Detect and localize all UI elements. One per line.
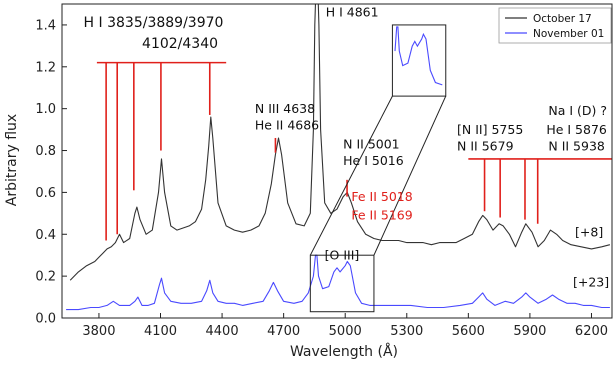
x-tick-label: 5300: [390, 324, 423, 339]
zoom-connector: [373, 95, 447, 256]
annotation-label: N III 4638: [255, 101, 315, 116]
zoom-inset: [309, 24, 447, 313]
x-tick-label: 6200: [575, 324, 608, 339]
y-tick-label: 1.0: [35, 102, 56, 117]
annotation-label: He I 5876: [546, 122, 607, 137]
x-tick-label: 4400: [206, 324, 239, 339]
legend-label-october: October 17: [533, 13, 592, 25]
annotation-label: H I 4861: [326, 5, 379, 20]
annotations: H I 3835/3889/3970 4102/4340 H I 4861 N III…: [84, 5, 610, 290]
plot-frame: [61, 3, 613, 319]
series-line-1: [66, 254, 610, 311]
x-tick-label: 5900: [513, 324, 546, 339]
annotation-label: [O III]: [325, 247, 360, 262]
annotation-label: [+23]: [573, 275, 609, 290]
annotation-label: H I 3835/3889/3970: [84, 15, 224, 31]
y-tick-label: 0.0: [35, 312, 56, 327]
annotation-label: Fe II 5018: [351, 189, 412, 204]
y-tick-label: 0.6: [35, 186, 56, 201]
x-tick-label: 4100: [144, 324, 177, 339]
annotation-label: N II 5679: [457, 139, 514, 154]
y-tick-label: 1.4: [35, 18, 56, 33]
x-tick-label: 5000: [329, 324, 362, 339]
y-tick-label: 1.2: [35, 60, 56, 75]
y-tick-label: 0.2: [35, 270, 56, 285]
annotation-label: He II 4686: [255, 118, 319, 133]
y-axis-ticks: 0.0 0.2 0.4 0.6 0.8 1.0 1.2 1.4: [35, 18, 67, 327]
annotation-label: [N II] 5755: [457, 122, 523, 137]
annotation-label: Na I (D) ?: [548, 103, 607, 118]
x-axis-label: Wavelength (Å): [290, 343, 398, 360]
inset-series-line: [394, 26, 443, 86]
annotation-label: Fe II 5169: [351, 208, 412, 223]
y-tick-label: 0.8: [35, 144, 56, 159]
x-tick-label: 3800: [82, 324, 115, 339]
annotation-label: 4102/4340: [142, 36, 218, 52]
zoom-connector: [309, 95, 393, 256]
zoom-inset-box: [391, 24, 447, 97]
y-axis-label: Arbitrary flux: [4, 114, 20, 206]
y-tick-label: 0.4: [35, 228, 56, 243]
legend: October 17 November 01: [498, 7, 612, 44]
x-axis-ticks: 3800 4100 4400 4700 5000 5300 5600 5900 6200: [82, 313, 608, 339]
line-id-markers: [96, 61, 612, 241]
series-line-0: [69, 4, 611, 281]
annotation-label: [+8]: [575, 224, 603, 239]
annotation-label: N II 5938: [548, 139, 605, 154]
legend-label-november: November 01: [533, 28, 604, 40]
legend-box: [498, 7, 612, 44]
annotation-label: N II 5001: [343, 136, 399, 151]
x-tick-label: 4700: [267, 324, 300, 339]
zoom-source-box: [309, 254, 375, 313]
x-tick-label: 5600: [452, 324, 485, 339]
annotation-label: He I 5016: [343, 153, 404, 168]
